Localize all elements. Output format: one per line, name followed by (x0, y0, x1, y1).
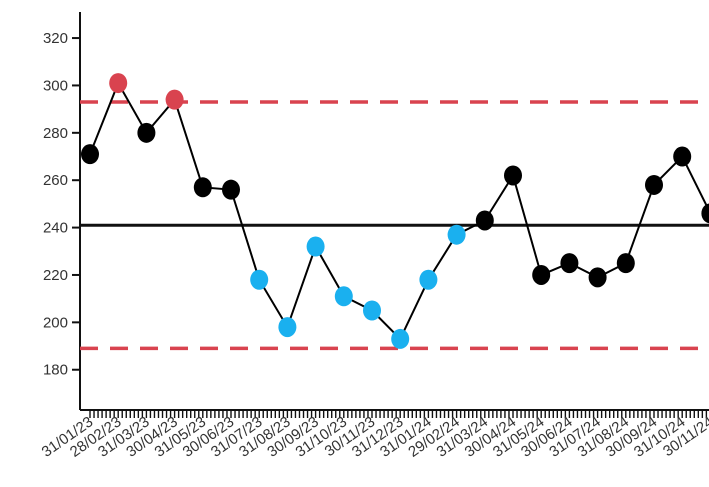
y-axis: 180 200 220 240 260 280 300 320 (43, 12, 81, 410)
data-point-above (165, 89, 184, 110)
data-point-normal (673, 146, 692, 167)
data-point-normal (588, 267, 607, 288)
data-point-normal (222, 179, 240, 200)
data-point-normal (475, 210, 494, 231)
y-tick-label: 320 (43, 30, 68, 47)
data-point-below (250, 269, 269, 290)
data-point-normal (193, 177, 212, 198)
data-point-normal (532, 264, 551, 285)
y-tick-label: 280 (43, 125, 68, 142)
data-point-normal (560, 253, 579, 274)
data-point-normal (81, 144, 99, 165)
data-point-below (419, 269, 438, 290)
y-tick-label: 240 (43, 220, 68, 237)
y-tick-label: 180 (43, 362, 68, 379)
data-point-below (447, 224, 466, 245)
data-series (81, 73, 709, 349)
series-line (89, 80, 709, 341)
data-point-normal (504, 165, 522, 186)
data-point-normal (645, 174, 663, 195)
data-point-below (391, 328, 410, 349)
data-point-normal (137, 122, 156, 143)
data-point-normal (616, 253, 635, 274)
data-point-below (278, 317, 297, 338)
data-point-below (363, 300, 381, 321)
data-point-below (306, 236, 325, 257)
data-point-above (109, 73, 128, 94)
data-point-normal (701, 203, 709, 224)
y-tick-label: 300 (43, 77, 68, 94)
y-tick-label: 200 (43, 314, 68, 331)
x-axis: 31/01/2328/02/2331/03/2330/04/2331/05/23… (39, 409, 709, 461)
y-tick-label: 260 (43, 172, 68, 189)
data-point-below (334, 286, 353, 307)
reference-lines (80, 100, 709, 351)
y-tick-label: 220 (43, 267, 68, 284)
